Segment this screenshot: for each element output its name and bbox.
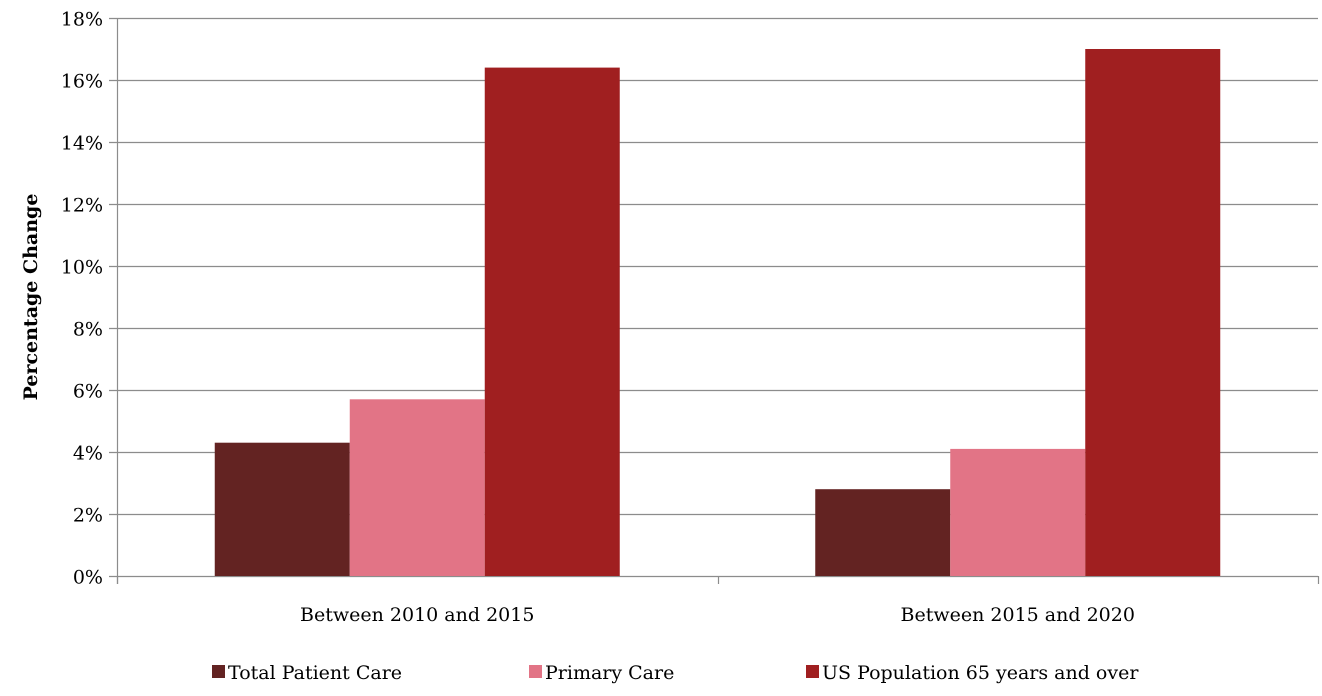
y-tick-label: 18% — [61, 9, 103, 31]
bar — [950, 448, 1086, 576]
bar — [349, 399, 485, 576]
y-tick-label: 4% — [73, 443, 103, 465]
y-tick-label: 2% — [73, 505, 103, 527]
y-tick-label: 0% — [73, 567, 103, 589]
legend-label: Total Patient Care — [228, 662, 402, 684]
legend-swatch — [212, 665, 225, 678]
y-tick-label: 6% — [73, 381, 103, 403]
bar — [1085, 49, 1221, 576]
bar — [484, 67, 620, 576]
x-category-label: Between 2015 and 2020 — [901, 604, 1135, 626]
axes: 0% 2% 4% 6% 8% 10% 12% 14% 16% 18% Between 2010 an… — [61, 9, 1320, 626]
legend-item: Primary Care — [529, 662, 674, 684]
y-tick-label: 8% — [73, 319, 103, 341]
legend-label: Primary Care — [545, 662, 674, 684]
bars — [214, 49, 1221, 576]
legend-label: US Population 65 years and over — [822, 662, 1139, 684]
y-tick-label: 16% — [61, 71, 103, 93]
legend-item: US Population 65 years and over — [806, 662, 1139, 684]
y-tick-label: 10% — [61, 257, 103, 279]
legend-swatch — [806, 665, 819, 678]
y-tick-label: 12% — [61, 195, 103, 217]
bar — [214, 442, 350, 576]
bar — [815, 489, 951, 576]
x-category-label: Between 2010 and 2015 — [300, 604, 534, 626]
legend-item: Total Patient Care — [212, 662, 402, 684]
y-axis-title: Percentage Change — [20, 194, 42, 401]
legend: Total Patient Care Primary Care US Populat… — [212, 662, 1139, 684]
legend-swatch — [529, 665, 542, 678]
y-tick-label: 14% — [61, 133, 103, 155]
